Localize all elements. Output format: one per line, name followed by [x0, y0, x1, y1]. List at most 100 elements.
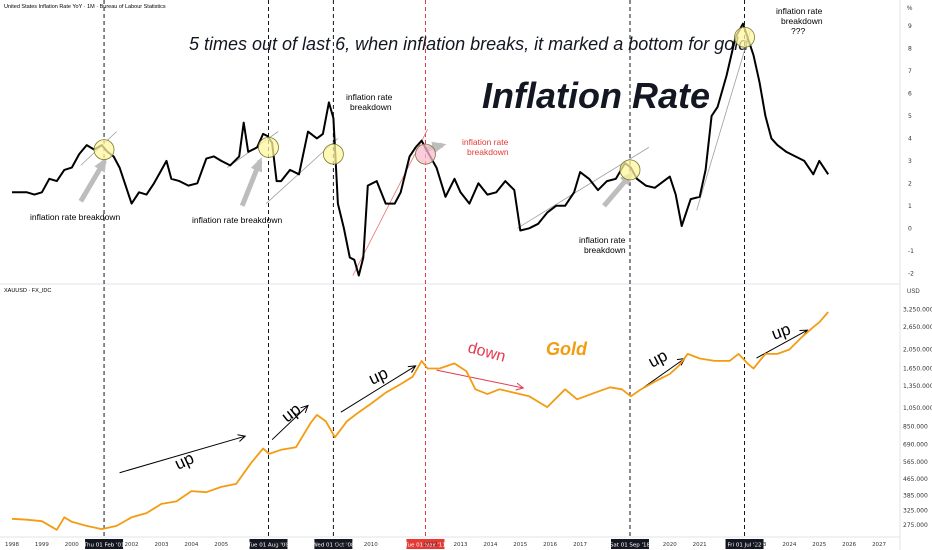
- gold-y-tick: 325.000: [903, 507, 928, 514]
- x-tick-label: 2000: [65, 542, 79, 548]
- trend-arrow-head-3: [515, 382, 525, 391]
- x-tick-label: 2027: [872, 542, 886, 548]
- gold-series-title: XAUUSD · FX_IDC: [4, 288, 51, 294]
- x-tick-label: 2009: [334, 542, 348, 548]
- event-date-box-1: [249, 539, 288, 549]
- axis-labels: Thu 01 Feb '01 Tue 01 Aug '06 Wed 01 Oct '…: [5, 23, 932, 549]
- x-tick-label: 2016: [543, 542, 557, 548]
- gold-y-tick: 850.000: [903, 423, 928, 430]
- inflation-y-tick: 9: [908, 23, 912, 30]
- trend-arrow-shaft-1: [271, 405, 309, 441]
- breakdown-arrow-head-0: [94, 157, 107, 173]
- x-tick-label: 2012: [424, 542, 438, 548]
- gold-y-tick: 2,650.000: [903, 324, 932, 331]
- gold-y-tick: 690.000: [903, 442, 928, 449]
- inflation-series-title: United States Inflation Rate YoY · 1M · …: [4, 4, 166, 10]
- x-tick-label: 2010: [364, 542, 378, 548]
- breakdown-label-2018-line2: breakdown: [584, 245, 626, 255]
- x-tick-label: 2005: [214, 542, 228, 548]
- breakdown-circle-5: [734, 26, 755, 48]
- breakdown-label-2011-line1: inflation rate: [462, 137, 509, 147]
- inflation-y-tick: 5: [908, 113, 912, 120]
- x-tick-label: 2020: [663, 542, 677, 548]
- gold-y-tick: 465.000: [903, 476, 928, 483]
- inflation-y-tick: 4: [908, 135, 912, 142]
- event-date-label-5: Fri 01 Jul '22: [728, 543, 762, 549]
- event-date-label-3: Tue 01 Nov '11: [404, 543, 446, 549]
- breakdown-circle-4: [619, 159, 641, 181]
- event-date-label-0: Thu 01 Feb '01: [83, 543, 125, 549]
- breakdown-label-2018-line1: inflation rate: [579, 235, 626, 245]
- event-date-label-4: Sat 01 Sep '18: [610, 543, 651, 549]
- trend-arrow-shaft-2: [340, 365, 416, 413]
- inflation-y-tick: -2: [908, 270, 914, 277]
- event-date-label-2: Wed 01 Oct '08: [312, 543, 355, 549]
- breakdown-label-2008-line1: inflation rate: [346, 92, 393, 102]
- breakdown-label-2006: inflation rate breakdown: [192, 215, 283, 225]
- x-tick-label: 2024: [782, 542, 796, 548]
- trend-arrow-head-1: [300, 404, 309, 414]
- gold-y-tick: 3,250.000: [903, 306, 932, 313]
- breakdown-markers: [93, 26, 755, 181]
- headline-annotation: 5 times out of last 6, when inflation br…: [189, 34, 749, 54]
- inflation-unit-label: %: [907, 6, 913, 12]
- trend-arrow-shaft-3: [436, 369, 524, 389]
- gold-label: Gold: [546, 339, 588, 359]
- breakdown-label-2008-line2: breakdown: [350, 102, 392, 112]
- x-tick-label: 2013: [453, 542, 467, 548]
- gold-y-tick: 385.000: [903, 493, 928, 500]
- event-date-box-3: [406, 539, 445, 549]
- x-tick-label: 2007: [274, 542, 288, 548]
- x-tick-label: 2025: [812, 542, 826, 548]
- gold-series-line: [11, 311, 829, 531]
- inflation-y-tick: -1: [908, 248, 914, 255]
- event-date-box-5: [725, 539, 764, 549]
- breakdown-circle-3: [415, 143, 436, 165]
- trend-arrow-shaft-4: [642, 358, 686, 389]
- gold-y-tick: 2,050.000: [903, 347, 932, 354]
- inflation-y-tick: 2: [908, 180, 912, 187]
- breakdown-label-2022-line1: inflation rate: [776, 6, 823, 16]
- event-date-label-1: Tue 01 Aug '06: [247, 543, 289, 549]
- gold-y-tick: 1,050.000: [903, 405, 932, 412]
- breakdown-circle-2: [322, 143, 344, 165]
- inflation-y-tick: 8: [908, 45, 912, 52]
- x-tick-label: 2015: [513, 542, 527, 548]
- x-tick-label: 2004: [184, 542, 198, 548]
- inflation-y-tick: 7: [908, 68, 912, 75]
- event-date-box-2: [314, 539, 353, 549]
- x-tick-label: 1998: [5, 542, 19, 548]
- event-date-box-4: [611, 539, 649, 549]
- inflation-y-tick: 6: [908, 90, 912, 97]
- trend-arrow-head-2: [407, 365, 417, 373]
- breakdown-label-2022-line2: breakdown: [781, 16, 823, 26]
- gold-unit-label: USD: [907, 289, 920, 295]
- inflation-y-tick: 0: [908, 225, 912, 232]
- trend-arrow-head-0: [237, 434, 247, 442]
- trend-arrows: [119, 329, 809, 474]
- breakdown-label-2022-line3: ???: [791, 26, 805, 36]
- breakdown-label-2011-line2: breakdown: [467, 147, 509, 157]
- trend-arrow-shaft-0: [119, 435, 246, 474]
- gold-y-tick: 275.000: [903, 522, 928, 529]
- inflation-y-tick: 1: [908, 203, 912, 210]
- x-tick-label: 2026: [842, 542, 856, 548]
- inflation-rate-label: Inflation Rate: [482, 75, 710, 116]
- breakdown-label-2001: inflation rate breakdown: [30, 212, 121, 222]
- gold-y-tick: 1,650.000: [903, 365, 932, 372]
- breakdown-circle-0: [93, 139, 115, 161]
- event-date-box-0: [85, 539, 124, 549]
- inflation-y-tick: 3: [908, 158, 912, 165]
- x-tick-label: 1999: [35, 542, 49, 548]
- x-tick-label: 2014: [483, 542, 497, 548]
- breakdown-circle-1: [258, 136, 279, 158]
- x-tick-label: 2002: [125, 542, 139, 548]
- breakdown-arrow-head-1: [250, 157, 262, 173]
- gold-y-tick: 1,350.000: [903, 383, 932, 390]
- inflation-series-line: [12, 22, 830, 277]
- trend-line-5: [696, 30, 751, 211]
- x-tick-label: 2023: [752, 542, 766, 548]
- x-tick-label: 2017: [573, 542, 587, 548]
